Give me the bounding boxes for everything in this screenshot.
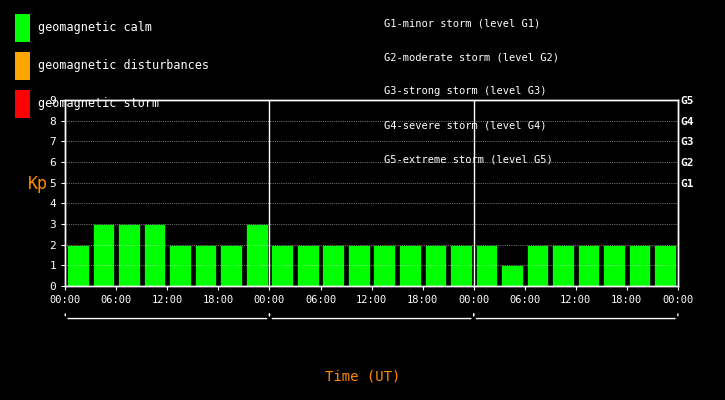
Bar	[450, 245, 472, 286]
Bar	[93, 224, 115, 286]
Y-axis label: Kp: Kp	[28, 175, 49, 193]
Bar	[246, 224, 268, 286]
Text: geomagnetic calm: geomagnetic calm	[38, 22, 152, 34]
Bar	[476, 245, 497, 286]
Bar	[220, 245, 242, 286]
Bar	[169, 245, 191, 286]
Bar	[118, 224, 140, 286]
Text: geomagnetic storm: geomagnetic storm	[38, 98, 159, 110]
Text: Time (UT): Time (UT)	[325, 370, 400, 384]
Text: G1-minor storm (level G1): G1-minor storm (level G1)	[384, 18, 541, 28]
Text: geomagnetic disturbances: geomagnetic disturbances	[38, 60, 209, 72]
Bar	[399, 245, 420, 286]
Bar	[629, 245, 650, 286]
Bar	[373, 245, 395, 286]
Bar	[348, 245, 370, 286]
Text: G5-extreme storm (level G5): G5-extreme storm (level G5)	[384, 154, 553, 164]
Bar	[526, 245, 548, 286]
Bar	[654, 245, 676, 286]
Text: G2-moderate storm (level G2): G2-moderate storm (level G2)	[384, 52, 559, 62]
Bar	[425, 245, 446, 286]
Bar	[323, 245, 344, 286]
Bar	[297, 245, 318, 286]
Text: G4-severe storm (level G4): G4-severe storm (level G4)	[384, 120, 547, 130]
Text: G3-strong storm (level G3): G3-strong storm (level G3)	[384, 86, 547, 96]
Bar	[578, 245, 600, 286]
Bar	[144, 224, 165, 286]
Bar	[603, 245, 625, 286]
Bar	[67, 245, 89, 286]
Bar	[501, 265, 523, 286]
Bar	[271, 245, 293, 286]
Bar	[195, 245, 217, 286]
Bar	[552, 245, 574, 286]
